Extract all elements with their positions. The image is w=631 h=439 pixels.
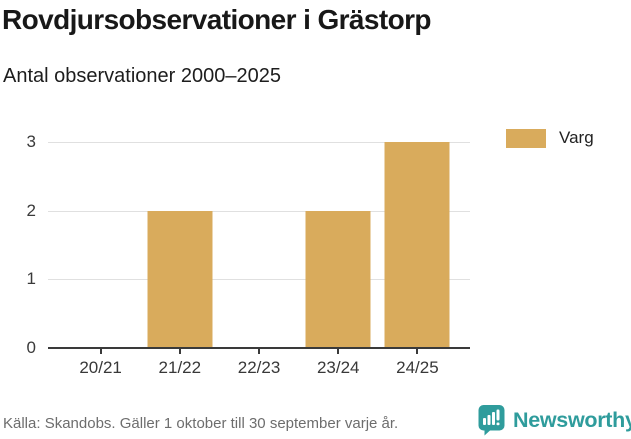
gridline-2: [48, 210, 470, 212]
x-tick-20/21: [99, 349, 102, 354]
newsworthy-logo[interactable]: Newsworthy: [478, 403, 631, 437]
x-tick-22/23: [258, 349, 260, 354]
category-band-21/22: 21/22: [140, 142, 219, 377]
legend-label-varg: Varg: [559, 128, 594, 147]
y-tick-label-0: 0: [26, 338, 36, 357]
legend: Varg: [506, 128, 594, 148]
x-axis-line: [48, 347, 470, 349]
x-tick-label-21/22: 21/22: [158, 358, 202, 377]
x-tick-label-23/24: 23/24: [316, 358, 360, 377]
category-band-23/24: 23/24: [299, 142, 378, 377]
gridline-1: [48, 279, 470, 281]
chart-subtitle: Antal observationer 2000–2025: [3, 65, 281, 87]
legend-swatch-varg: [506, 128, 546, 148]
x-tick-label-22/23: 22/23: [237, 358, 281, 377]
y-axis-labels: 0 1 2 3: [0, 132, 36, 357]
x-tick-label-24/25: 24/25: [396, 358, 439, 377]
x-tick-21/22: [178, 349, 181, 354]
x-tick-label-20/21: 20/21: [79, 358, 122, 377]
plot-area: 20/21 21/22 22/23 23/24 24/25: [48, 142, 470, 377]
y-tick-label-3: 3: [26, 132, 36, 151]
chart-title: Rovdjursobservationer i Grästorp: [2, 4, 432, 35]
y-tick-label-2: 2: [26, 200, 36, 220]
category-band-24/25: 24/25: [378, 142, 457, 377]
source-note: Källa: Skandobs. Gäller 1 oktober till 3…: [3, 415, 399, 432]
gridline-3: [48, 142, 470, 143]
y-tick-label-1: 1: [26, 269, 36, 289]
category-band-20/21: 20/21: [61, 142, 140, 377]
category-band-22/23: 22/23: [219, 142, 298, 377]
x-tick-23/24: [337, 349, 340, 354]
bar-23/24: [305, 210, 371, 348]
brand-name: Newsworthy: [513, 407, 631, 432]
x-tick-24/25: [416, 349, 419, 354]
bar-21/22: [147, 210, 213, 348]
bar-24/25: [384, 142, 450, 348]
category-bands: 20/21 21/22 22/23 23/24 24/25: [48, 142, 470, 377]
newsworthy-speech-bubble-chart-icon: [478, 404, 505, 435]
